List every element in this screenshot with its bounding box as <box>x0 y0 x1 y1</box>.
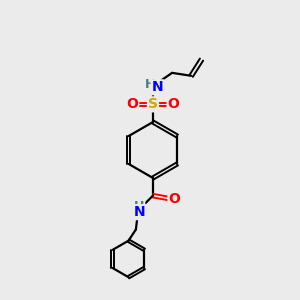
Text: H: H <box>145 78 155 91</box>
Text: O: O <box>169 192 180 206</box>
Text: H: H <box>134 200 144 213</box>
Text: N: N <box>152 80 163 94</box>
Text: N: N <box>134 205 146 219</box>
Text: O: O <box>168 98 179 111</box>
Text: S: S <box>148 98 158 111</box>
Text: O: O <box>126 98 138 111</box>
